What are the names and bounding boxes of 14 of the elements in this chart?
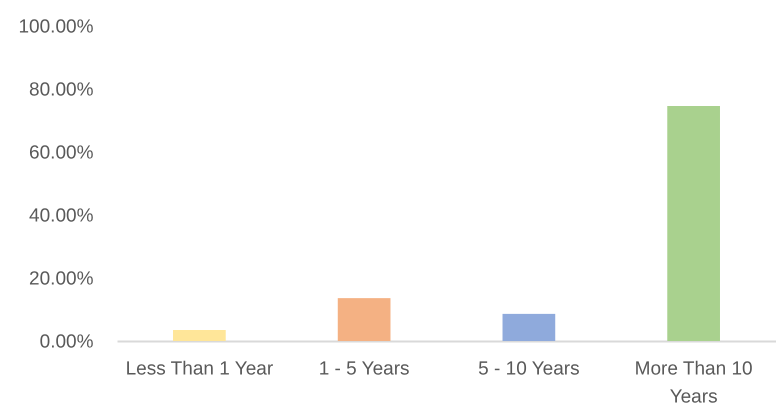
x-tick-label: Less Than 1 Year xyxy=(126,358,274,380)
x-tick-label: 1 - 5 Years xyxy=(318,358,410,380)
x-tick-label: More Than 10 Years xyxy=(634,358,753,408)
y-tick-label: 60.00% xyxy=(29,142,94,164)
bar xyxy=(502,314,556,341)
y-tick-label: 20.00% xyxy=(29,268,94,290)
y-tick-label: 100.00% xyxy=(18,16,94,38)
y-tick-label: 40.00% xyxy=(29,206,94,226)
x-tick-label: 5 - 10 Years xyxy=(478,358,580,380)
y-tick-label: 80.00% xyxy=(29,80,94,100)
bar xyxy=(667,106,720,341)
y-tick-label: 0.00% xyxy=(40,332,94,352)
bar xyxy=(338,298,390,341)
bar xyxy=(173,330,226,341)
